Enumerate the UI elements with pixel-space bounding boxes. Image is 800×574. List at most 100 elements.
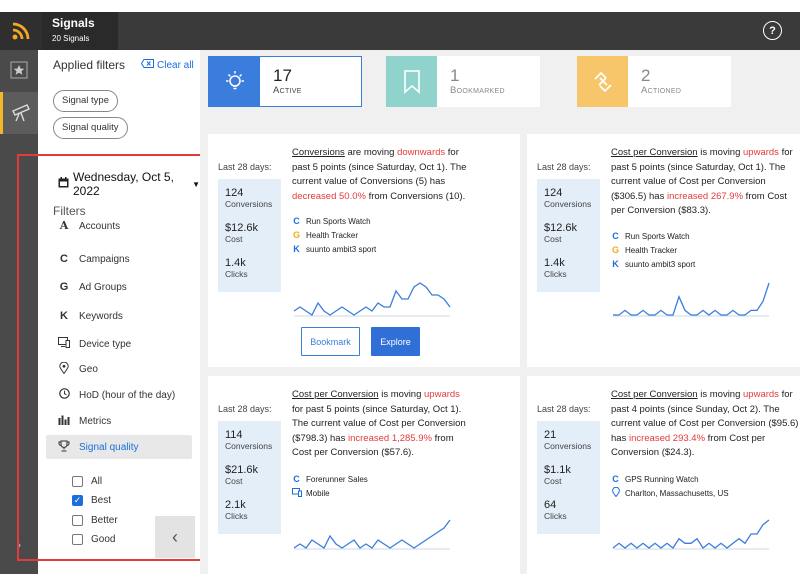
last-28-label: Last 28 days: <box>218 404 272 414</box>
lightbulb-icon <box>209 56 260 107</box>
filter-item-keywords[interactable]: K Keywords <box>46 304 192 328</box>
signal-description: Cost per Conversion is moving upwards fo… <box>611 388 799 461</box>
tag-ad-group: G Health Tracker <box>292 228 376 242</box>
kpi-conversions-value: 21 <box>544 429 557 441</box>
kpi-clicks-label: Clicks <box>225 269 248 279</box>
clear-all-link[interactable]: Clear all <box>140 59 194 71</box>
rail-item-bookmarks[interactable] <box>0 50 38 92</box>
metric-link[interactable]: Conversions <box>292 147 345 158</box>
filter-item-signal-quality[interactable]: Signal quality <box>46 435 192 459</box>
kpi-cost-label: Cost <box>544 234 562 244</box>
signal-card: Last 28 days: 114 Conversions $21.6k Cos… <box>208 376 520 574</box>
keywords-icon: K <box>60 310 68 322</box>
filter-item-label: Keywords <box>79 310 123 322</box>
metric-link[interactable]: Cost per Conversion <box>611 389 698 400</box>
app-title: Signals <box>52 16 95 30</box>
explore-button[interactable]: Explore <box>371 327 420 356</box>
checkbox[interactable] <box>72 534 83 545</box>
collapse-panel-button[interactable]: ‹ <box>155 516 195 558</box>
sparkline-chart <box>613 282 770 317</box>
checkbox[interactable] <box>72 476 83 487</box>
filter-item-label: Device type <box>79 338 132 350</box>
sparkline-series <box>613 282 770 316</box>
text-part: from Cost per Conversion ($24.3). <box>611 432 766 459</box>
quality-option-good[interactable]: Good <box>72 534 115 545</box>
telescope-icon <box>10 102 32 125</box>
kpi-box: 21 Conversions $1.1k Cost 64 Clicks <box>537 421 600 534</box>
text-part: for past 5 points (since Saturday, Oct 1… <box>611 147 793 202</box>
checkbox[interactable] <box>72 515 83 526</box>
tag-label: GPS Running Watch <box>625 474 699 484</box>
clear-all-label: Clear all <box>157 59 194 71</box>
filter-item-hod[interactable]: HoD (hour of the day) <box>46 383 192 407</box>
stat-card-active[interactable]: 17 Active <box>208 56 362 107</box>
quality-option-better[interactable]: Better <box>72 515 118 526</box>
chip-signal-type[interactable]: Signal type <box>53 90 119 112</box>
help-icon[interactable]: ? <box>763 21 782 40</box>
kpi-cost-label: Cost <box>225 234 243 244</box>
stat-card-actioned[interactable]: 2 Actioned <box>577 56 731 107</box>
kpi-clicks-value: 64 <box>544 499 557 511</box>
filter-item-label: HoD (hour of the day) <box>79 389 176 401</box>
quality-option-best[interactable]: ✓ Best <box>72 495 111 506</box>
kpi-conversions-value: 124 <box>544 187 563 199</box>
filter-item-label: Signal quality <box>79 441 139 453</box>
tag-label: Run Sports Watch <box>625 231 690 241</box>
direction-text: upwards <box>743 389 779 400</box>
rail-item-signals[interactable] <box>0 92 38 134</box>
sparkline-chart <box>293 282 451 317</box>
change-text: increased 1,285.9% <box>347 432 432 444</box>
filter-item-accounts[interactable]: A Accounts <box>46 218 192 232</box>
ad-groups-icon: G <box>59 281 69 293</box>
filter-item-label: Campaigns <box>79 253 130 265</box>
quality-option-all[interactable]: All <box>72 476 102 487</box>
campaigns-icon: C <box>60 253 68 265</box>
filter-item-ad-groups[interactable]: G Ad Groups <box>46 275 192 299</box>
filter-item-campaigns[interactable]: C Campaigns <box>46 247 192 271</box>
direction-text: upwards <box>743 147 779 158</box>
metrics-icon <box>58 415 70 428</box>
metric-link[interactable]: Cost per Conversion <box>292 389 379 400</box>
last-28-label: Last 28 days: <box>218 162 272 172</box>
device-icon <box>58 337 70 351</box>
date-picker[interactable]: Wednesday, Oct 5, 2022 ▼ <box>58 170 200 198</box>
chip-signal-quality[interactable]: Signal quality <box>53 117 128 139</box>
tag-campaign: C Forerunner Sales <box>292 472 368 486</box>
signal-description: Cost per Conversion is moving upwards fo… <box>611 146 799 219</box>
filter-item-metrics[interactable]: Metrics <box>46 409 192 433</box>
text-part: is moving <box>697 147 744 158</box>
top-bar: Signals 20 Signals ? <box>0 12 800 50</box>
filter-item-label: Metrics <box>79 415 112 427</box>
date-value: Wednesday, Oct 5, 2022 <box>73 170 174 198</box>
active-count: 17 <box>273 66 292 85</box>
chevron-down-icon: ▼ <box>192 179 200 189</box>
kpi-clicks-value: 1.4k <box>225 257 246 269</box>
tag-label: Mobile <box>306 488 330 498</box>
kpi-cost-label: Cost <box>544 476 562 486</box>
expand-rail-icon[interactable]: › <box>16 537 22 552</box>
bookmarked-label: Bookmarked <box>450 85 505 96</box>
option-label: Good <box>91 534 116 545</box>
text-part: are moving <box>344 147 398 158</box>
rss-icon[interactable] <box>0 12 42 50</box>
tag-ad-group: G Health Tracker <box>611 243 695 257</box>
actioned-label: Actioned <box>641 85 682 96</box>
option-label: All <box>91 476 103 487</box>
direction-text: downwards <box>397 147 446 158</box>
filter-item-device-type[interactable]: Device type <box>46 332 192 356</box>
tag-label: Run Sports Watch <box>306 216 371 226</box>
option-label: Better <box>91 515 118 526</box>
checkbox[interactable]: ✓ <box>72 495 83 506</box>
sparkline-series <box>293 519 451 549</box>
metric-link[interactable]: Cost per Conversion <box>611 147 698 158</box>
kpi-clicks-value: 1.4k <box>544 257 565 269</box>
bookmark-button[interactable]: Bookmark <box>301 327 360 356</box>
stat-card-bookmarked[interactable]: 1 Bookmarked <box>386 56 540 107</box>
filter-item-geo[interactable]: Geo <box>46 357 192 381</box>
bookmarked-count: 1 <box>450 66 460 85</box>
kpi-cost-value: $12.6k <box>544 222 578 234</box>
trophy-icon <box>58 440 70 455</box>
